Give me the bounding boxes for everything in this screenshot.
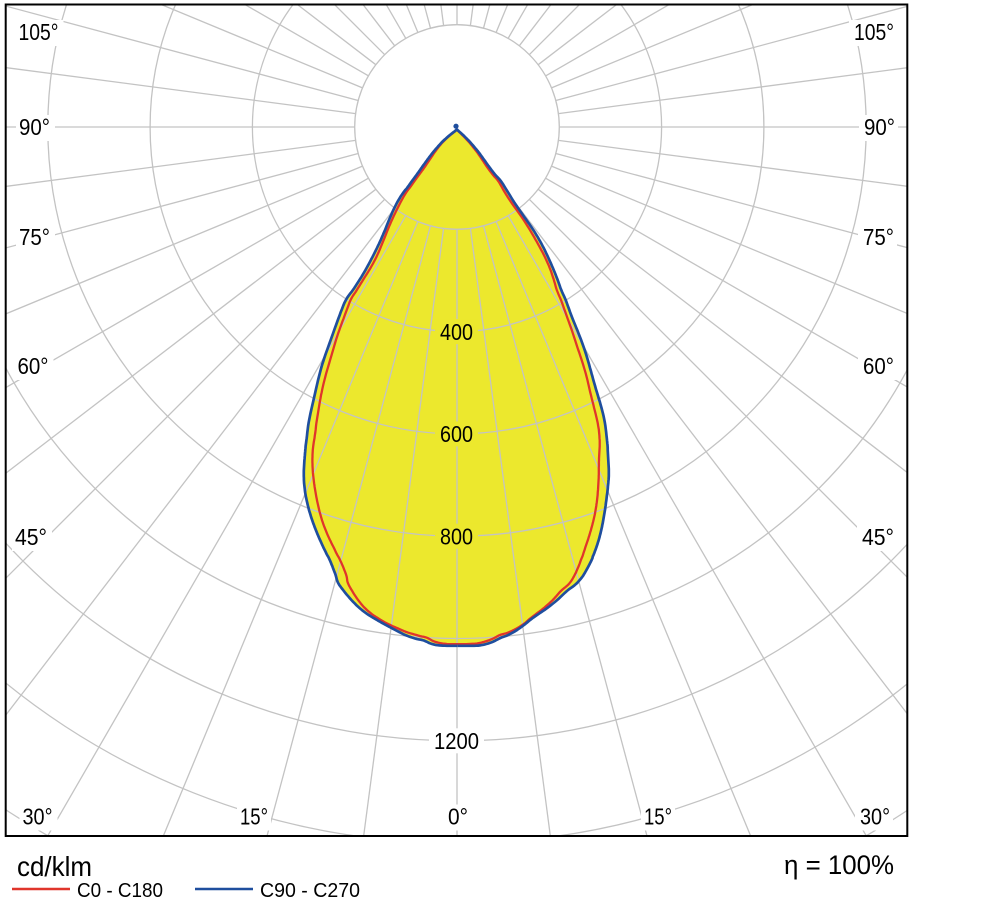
svg-text:60°: 60° [863,353,894,379]
svg-text:15°: 15° [240,804,268,830]
svg-text:600: 600 [440,421,473,447]
svg-text:cd/klm: cd/klm [17,851,92,882]
svg-text:90°: 90° [19,114,50,140]
svg-text:0°: 0° [448,804,468,830]
svg-text:30°: 30° [23,804,53,830]
svg-text:90°: 90° [864,114,895,140]
svg-text:η = 100%: η = 100% [784,850,894,880]
svg-text:45°: 45° [15,524,47,550]
svg-text:60°: 60° [18,353,49,379]
svg-text:30°: 30° [860,804,890,830]
svg-text:C0 - C180: C0 - C180 [77,879,163,902]
svg-text:1200: 1200 [434,728,479,754]
svg-text:400: 400 [440,319,473,345]
svg-text:15°: 15° [644,804,672,830]
svg-text:105°: 105° [854,19,894,45]
svg-text:75°: 75° [863,224,894,250]
svg-text:C90 - C270: C90 - C270 [260,879,360,902]
svg-text:45°: 45° [862,524,894,550]
svg-text:75°: 75° [19,224,50,250]
svg-text:105°: 105° [19,19,59,45]
svg-text:800: 800 [440,524,473,550]
